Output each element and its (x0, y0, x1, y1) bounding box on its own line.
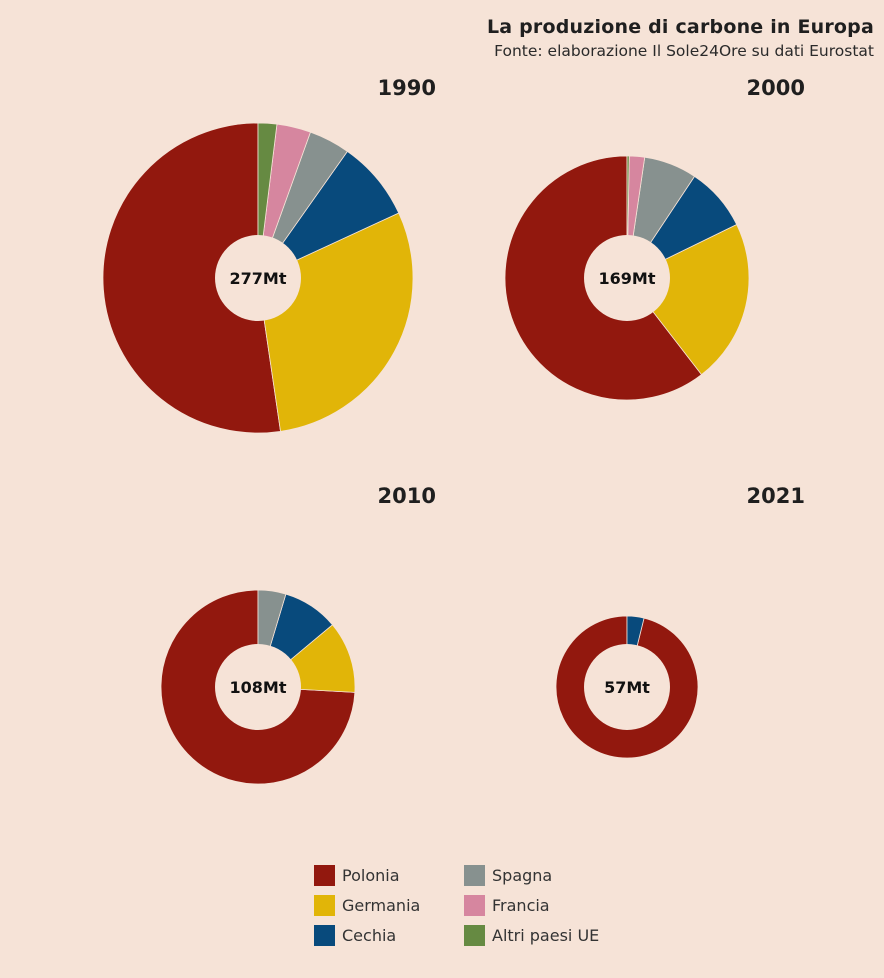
legend-label: Francia (492, 895, 550, 915)
legend-item-francia: Francia (464, 894, 614, 916)
total-label-2021: 57Mt (604, 678, 650, 697)
legend-label: Spagna (492, 865, 553, 885)
total-label-2010: 108Mt (230, 678, 287, 697)
legend-swatch-spagna (464, 864, 485, 886)
donut-charts: 277Mt 1990 169Mt 2000 108Mt 2010 57Mt 2021 (102, 76, 805, 785)
legend-label: Polonia (342, 865, 400, 885)
legend-label: Germania (342, 895, 421, 915)
chart-subtitle: Fonte: elaborazione Il Sole24Ore su dati… (494, 42, 874, 60)
donut-hole-2021 (584, 644, 670, 730)
legend-swatch-francia (464, 894, 485, 916)
legend-swatch-polonia (314, 864, 335, 886)
legend-swatch-germania (314, 894, 335, 916)
donut-hole-2000 (584, 235, 670, 321)
slice-2000-germania (626, 223, 750, 376)
donut-2021: 57Mt 2021 (555, 484, 805, 759)
year-label-2010: 2010 (378, 484, 436, 508)
total-label-2000: 169Mt (599, 269, 656, 288)
slice-1990-polonia (102, 122, 281, 434)
year-label-2021: 2021 (747, 484, 805, 508)
donut-2010: 108Mt 2010 (160, 484, 436, 785)
year-label-1990: 1990 (378, 76, 436, 100)
total-label-1990: 277Mt (230, 269, 287, 288)
chart-title: La produzione di carbone in Europa (486, 16, 874, 38)
legend-item-spagna: Spagna (464, 864, 614, 886)
donut-hole-2010 (215, 644, 301, 730)
legend-swatch-cechia (314, 924, 335, 946)
legend-label: Cechia (342, 925, 397, 945)
legend-item-cechia: Cechia (314, 924, 464, 946)
legend-label: Altri paesi UE (492, 925, 600, 945)
donut-2000: 169Mt 2000 (504, 76, 805, 401)
donut-hole-1990 (215, 235, 301, 321)
legend-swatch-altri-paesi-ue (464, 924, 485, 946)
year-label-2000: 2000 (747, 76, 805, 100)
legend-item-polonia: Polonia (314, 864, 464, 886)
legend: Polonia Spagna Germania Francia Cechia Altri … (314, 864, 614, 946)
donut-1990: 277Mt 1990 (102, 76, 436, 434)
legend-item-germania: Germania (314, 894, 464, 916)
legend-item-altri-paesi-ue: Altri paesi UE (464, 924, 614, 946)
